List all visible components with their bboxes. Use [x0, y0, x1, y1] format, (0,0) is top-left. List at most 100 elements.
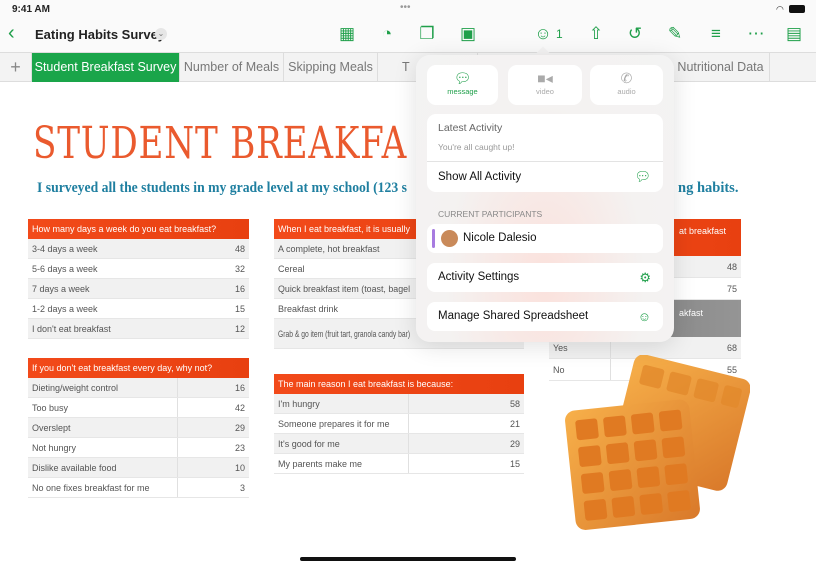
table-row[interactable]: It's good for me 29 [274, 434, 524, 454]
manage-label: Manage Shared Spreadsheet [438, 310, 589, 322]
format-brush-icon[interactable]: ✎ [667, 24, 683, 43]
message-button[interactable]: 💬︎ message [427, 65, 498, 105]
row-value: 68 [726, 342, 737, 353]
activity-settings-button[interactable]: Activity Settings ⚙ [427, 263, 663, 292]
activity-settings-icon: ⚙ [639, 270, 651, 285]
add-sheet-button[interactable]: + [0, 53, 32, 82]
row-label: 1-2 days a week [32, 303, 98, 314]
row-value: 16 [234, 382, 245, 393]
manage-collaboration-icon: ☺ [637, 309, 651, 324]
table-row[interactable]: 5-6 days a week 32 [28, 259, 249, 279]
row-label-cell: 7 days a week [28, 279, 209, 298]
divider [427, 161, 663, 162]
row-label-cell: It's good for me [274, 434, 409, 453]
video-icon: ■◂ [537, 70, 553, 86]
tab-number-of-meals[interactable]: Number of Meals [180, 53, 284, 82]
sheet-title-text: STUDENT BREAKFA [33, 118, 408, 169]
undo-icon[interactable]: ↺ [627, 24, 643, 43]
battery-icon [789, 5, 805, 13]
document-title[interactable]: Eating Habits Survey [35, 27, 166, 42]
collaboration-popover: 💬︎ message ■◂ video ✆ audio Latest Activity… [416, 55, 674, 342]
tab-nutritional-data[interactable]: Nutritional Data [672, 53, 770, 82]
row-label: My parents make me [278, 458, 363, 469]
table-row[interactable]: Cereal [274, 259, 524, 279]
row-label-cell: Overslept [28, 418, 178, 437]
row-label-cell: Dislike available food [28, 458, 178, 477]
table-row[interactable]: I'm hungry 58 [274, 394, 524, 414]
table-row[interactable]: No one fixes breakfast for me 3 [28, 478, 249, 498]
table-row[interactable]: Too busy 42 [28, 398, 249, 418]
table-header: If you don't eat breakfast every day, wh… [28, 358, 249, 378]
row-label: I don't eat breakfast [32, 323, 111, 334]
tab-student-breakfast-survey[interactable]: Student Breakfast Survey [32, 53, 180, 82]
more-icon[interactable]: ⋯ [747, 24, 765, 43]
table-row[interactable]: 1-2 days a week 15 [28, 299, 249, 319]
table-row[interactable]: Not hungry 23 [28, 438, 249, 458]
reading-view-icon[interactable]: ▤ [785, 24, 803, 43]
manage-shared-spreadsheet-button[interactable]: Manage Shared Spreadsheet ☺ [427, 302, 663, 331]
row-value: 16 [234, 283, 245, 294]
row-label: Not hungry [32, 442, 77, 453]
multitask-dots[interactable]: ••• [400, 2, 411, 13]
shape-icon[interactable]: ❐ [419, 24, 435, 43]
row-label-cell: Cereal [274, 259, 414, 278]
message-icon: 💬︎ [453, 70, 472, 86]
chart-icon[interactable]: ◔ [381, 24, 393, 43]
row-value: 15 [234, 303, 245, 314]
chevron-down-icon[interactable]: ⌄ [155, 28, 167, 40]
table-days-per-week[interactable]: How many days a week do you eat breakfas… [28, 219, 249, 339]
row-label-cell: No one fixes breakfast for me [28, 478, 178, 497]
activity-settings-label: Activity Settings [438, 271, 520, 283]
row-value: 32 [234, 263, 245, 274]
table-row[interactable]: Overslept 29 [28, 418, 249, 438]
row-label: Dieting/weight control [32, 382, 119, 393]
subtitle-left: I surveyed all the students in my grade … [37, 180, 429, 197]
show-all-activity-button[interactable]: Show All Activity 💬︎ [427, 162, 663, 192]
status-time: 9:41 AM [12, 4, 50, 15]
latest-activity-card: Latest Activity You're all caught up! Sh… [427, 114, 663, 192]
table-row[interactable]: I don't eat breakfast 12 [28, 319, 249, 339]
row-value: 15 [509, 458, 520, 469]
row-label-cell: Not hungry [28, 438, 178, 457]
row-value: 55 [726, 364, 737, 375]
row-label: Quick breakfast item (toast, bagel [278, 283, 411, 294]
collaborate-icon[interactable]: ☺ [534, 24, 552, 43]
organize-icon[interactable]: ≡ [711, 24, 721, 43]
row-value: 29 [234, 422, 245, 433]
collab-count: 1 [556, 27, 563, 41]
row-label: A complete, hot breakfast [278, 243, 380, 254]
latest-activity-heading: Latest Activity [438, 122, 503, 134]
table-row[interactable]: Breakfast drink [274, 299, 524, 319]
participant-row[interactable]: Nicole Dalesio [427, 224, 663, 253]
table-header-text: When I eat breakfast, it is usually [278, 224, 411, 234]
back-button[interactable]: ‹ [8, 22, 15, 44]
row-label-cell: No [549, 359, 611, 380]
video-button[interactable]: ■◂ video [508, 65, 582, 105]
caught-up-text: You're all caught up! [438, 142, 515, 152]
table-icon[interactable]: ▦ [338, 24, 356, 43]
sheet-tabs: + Student Breakfast Survey Number of Mea… [0, 52, 816, 82]
audio-button[interactable]: ✆ audio [590, 65, 663, 105]
table-main-reason[interactable]: The main reason I eat breakfast is becau… [274, 374, 524, 474]
row-label-cell: A complete, hot breakfast [274, 239, 414, 258]
table-why-not[interactable]: If you don't eat breakfast every day, wh… [28, 358, 249, 498]
participant-color-bar [432, 229, 435, 248]
table-row[interactable]: 7 days a week 16 [28, 279, 249, 299]
table-row[interactable]: 3-4 days a week 48 [28, 239, 249, 259]
table-header-text: If you don't eat breakfast every day, wh… [32, 363, 213, 373]
table-row[interactable]: My parents make me 15 [274, 454, 524, 474]
table-row[interactable]: Dieting/weight control 16 [28, 378, 249, 398]
sheet-title: STUDENT BREAKFA [33, 118, 515, 169]
row-value: 12 [234, 323, 245, 334]
chat-bubbles-icon: 💬︎ [634, 169, 651, 184]
share-icon[interactable]: ⇧ [588, 24, 604, 43]
show-all-label: Show All Activity [438, 171, 522, 183]
tab-skipping-meals[interactable]: Skipping Meals [284, 53, 378, 82]
row-label: Overslept [32, 422, 71, 433]
participant-name: Nicole Dalesio [463, 232, 537, 244]
row-value: 21 [509, 418, 520, 429]
media-icon[interactable]: ▣ [459, 24, 477, 43]
table-row[interactable]: Someone prepares it for me 21 [274, 414, 524, 434]
table-row[interactable]: Dislike available food 10 [28, 458, 249, 478]
home-indicator[interactable] [300, 557, 516, 561]
